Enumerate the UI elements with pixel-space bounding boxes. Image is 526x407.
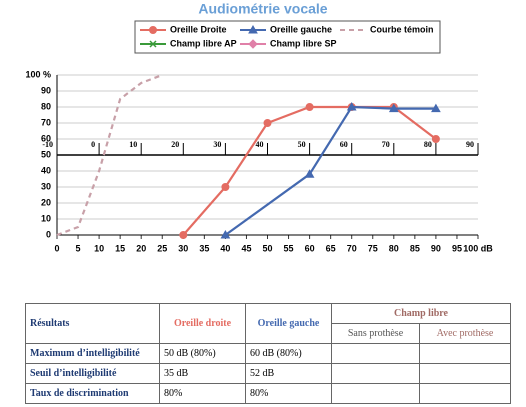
- x-tick-label: 55: [284, 243, 294, 253]
- point: [304, 169, 315, 178]
- cell: 80%: [159, 383, 246, 404]
- point: [149, 40, 157, 48]
- x-tick-label: 35: [199, 243, 209, 253]
- y-tick-label: 10: [41, 213, 51, 223]
- y-tick-label: 60: [41, 133, 51, 143]
- point: [248, 39, 258, 49]
- x-tick-label: 75: [368, 243, 378, 253]
- row-label: Seuil d’intelligibilité: [25, 363, 160, 384]
- point: [179, 231, 188, 239]
- y-tick-label: 50: [41, 149, 51, 159]
- x-tick-label: 45: [241, 243, 251, 253]
- point: [305, 103, 314, 111]
- cell: 80%: [245, 383, 332, 404]
- x-tick-label: 100 dB: [463, 243, 493, 253]
- point: [431, 103, 441, 113]
- legend-label: Champ libre AP: [170, 38, 237, 48]
- x-tick-label: 15: [115, 243, 125, 253]
- point: [149, 26, 157, 34]
- x2-tick-label: 80: [424, 140, 432, 149]
- x-tick-label: 10: [94, 243, 104, 253]
- legend-box: [134, 20, 441, 54]
- x-tick-label: 90: [431, 243, 441, 253]
- point: [431, 135, 440, 143]
- x-tick-label: 30: [178, 243, 188, 253]
- y-tick-label: 80: [41, 101, 51, 111]
- y-tick-label: 20: [41, 197, 51, 207]
- legend-label: Courbe témoin: [370, 24, 434, 34]
- x-tick-label: 50: [262, 243, 272, 253]
- x-tick-label: 40: [220, 243, 230, 253]
- header-cell: Oreille droite: [159, 303, 246, 344]
- results-table: Résultats Oreille droite Oreille gauche …: [25, 303, 511, 404]
- x2-tick-label: 40: [256, 140, 264, 149]
- x2-tick-label: -10: [42, 140, 53, 149]
- x2-tick-label: 50: [298, 140, 306, 149]
- header-cell: Champ libre: [331, 303, 511, 324]
- x-tick-label: 60: [305, 243, 315, 253]
- y-tick-label: 0: [46, 229, 51, 239]
- x2-tick-label: 60: [340, 140, 348, 149]
- y-tick-label: 90: [41, 85, 51, 95]
- x-tick-label: 70: [347, 243, 357, 253]
- cell: 60 dB (80%): [245, 343, 332, 364]
- y-tick-label: 40: [41, 165, 51, 175]
- legend-label: Champ libre SP: [270, 38, 337, 48]
- chart: Audiométrie vocale 010203040506070809010…: [25, 1, 493, 254]
- x-tick-label: 65: [326, 243, 336, 253]
- point: [220, 229, 231, 239]
- y-tick-label: 100 %: [25, 69, 51, 79]
- point: [388, 103, 399, 113]
- x2-tick-label: 90: [466, 140, 474, 149]
- x2-tick-label: 10: [129, 140, 137, 149]
- header-cell: Résultats: [25, 303, 160, 344]
- row-label: Maximum d’intelligibilité: [25, 343, 160, 364]
- point: [221, 183, 230, 191]
- point: [263, 119, 272, 127]
- legend-label: Oreille gauche: [270, 24, 332, 34]
- y-tick-label: 30: [41, 181, 51, 191]
- x-tick-label: 0: [54, 243, 59, 253]
- cell: 35 dB: [159, 363, 246, 384]
- series-line: [56, 73, 163, 237]
- point: [248, 24, 258, 34]
- chart-title: Audiométrie vocale: [198, 1, 327, 17]
- x2-tick-label: 20: [171, 140, 179, 149]
- x-tick-label: 80: [389, 243, 399, 253]
- x2-tick-label: 0: [91, 140, 95, 149]
- row-label: Taux de discrimination: [25, 383, 160, 404]
- x-tick-label: 25: [157, 243, 167, 253]
- cell: 52 dB: [245, 363, 332, 384]
- cell: 50 dB (80%): [159, 343, 246, 364]
- x2-tick-label: 70: [382, 140, 390, 149]
- x2-tick-label: 30: [213, 140, 221, 149]
- x-tick-label: 95: [452, 243, 462, 253]
- y-tick-label: 70: [41, 117, 51, 127]
- header-cell: Oreille gauche: [245, 303, 332, 344]
- x-tick-label: 85: [410, 243, 420, 253]
- subheader-cell: Avec prothèse: [419, 323, 511, 344]
- point: [346, 101, 357, 111]
- legend-label: Oreille Droite: [170, 24, 227, 34]
- x-tick-label: 5: [76, 243, 81, 253]
- subheader-cell: Sans prothèse: [331, 323, 420, 344]
- x-tick-label: 20: [136, 243, 146, 253]
